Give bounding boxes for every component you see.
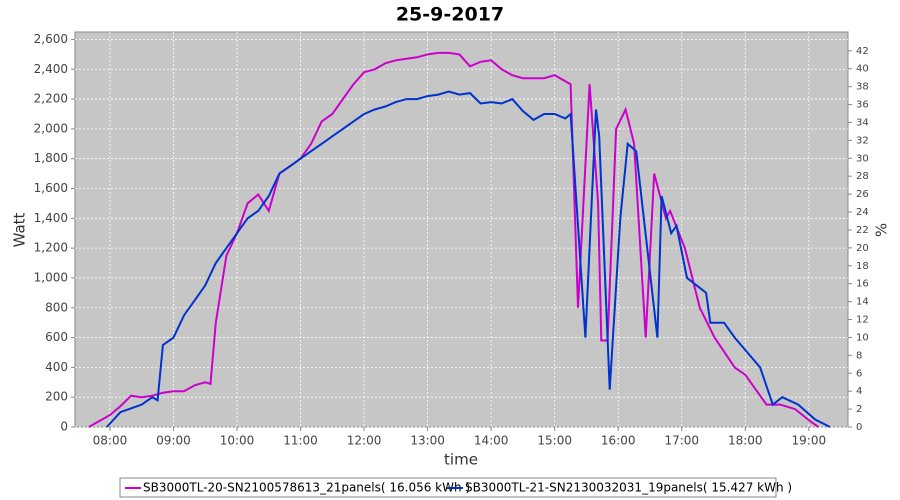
y-tick-label: 400	[45, 360, 68, 374]
y-tick-label: 1,800	[34, 151, 68, 165]
y2-tick-label: 36	[856, 100, 869, 111]
y2-tick-label: 42	[856, 46, 869, 57]
y2-tick-label: 18	[856, 261, 869, 272]
y-tick-label: 1,200	[34, 241, 68, 255]
x-tick-label: 13:00	[410, 434, 445, 448]
y2-tick-label: 20	[856, 243, 869, 254]
y2-tick-label: 16	[856, 279, 869, 290]
y2-tick-label: 30	[856, 153, 869, 164]
legend-label: SB3000TL-21-SN2130032031_19panels( 15.42…	[465, 481, 792, 495]
y-axis-title: Watt	[11, 212, 29, 247]
y2-tick-label: 12	[856, 315, 869, 326]
y2-tick-label: 10	[856, 332, 869, 343]
x-tick-label: 19:00	[792, 434, 827, 448]
y2-tick-label: 28	[856, 171, 869, 182]
y-tick-label: 1,600	[34, 181, 68, 195]
y2-tick-label: 4	[856, 386, 862, 397]
y2-axis-title: %	[873, 223, 891, 237]
y2-tick-label: 14	[856, 297, 869, 308]
legend-label: SB3000TL-20-SN2100578613_21panels( 16.05…	[143, 481, 470, 495]
chart-title: 25-9-2017	[396, 4, 504, 26]
x-tick-label: 14:00	[474, 434, 509, 448]
y-tick-label: 2,000	[34, 121, 68, 135]
x-tick-label: 10:00	[220, 434, 255, 448]
y-tick-label: 1,400	[34, 211, 68, 225]
y2-tick-label: 38	[856, 82, 869, 93]
y2-tick-label: 0	[856, 422, 862, 433]
x-tick-label: 17:00	[664, 434, 699, 448]
x-tick-label: 18:00	[728, 434, 763, 448]
y2-tick-label: 32	[856, 135, 869, 146]
x-tick-label: 11:00	[283, 434, 318, 448]
x-tick-label: 08:00	[93, 434, 128, 448]
y-tick-label: 1,000	[34, 270, 68, 284]
series-line	[106, 90, 831, 428]
y-tick-label: 2,400	[34, 62, 68, 76]
y-tick-label: 800	[45, 300, 68, 314]
y2-tick-label: 2	[856, 404, 862, 415]
x-axis-title: time	[444, 451, 478, 469]
x-tick-label: 12:00	[347, 434, 382, 448]
y-tick-label: 2,200	[34, 92, 68, 106]
x-tick-label: 15:00	[537, 434, 572, 448]
y2-tick-label: 40	[856, 64, 869, 75]
y-tick-label: 0	[60, 420, 68, 434]
y2-tick-label: 8	[856, 350, 862, 361]
x-tick-label: 16:00	[601, 434, 636, 448]
plot-area	[74, 31, 849, 428]
y-tick-label: 2,600	[34, 32, 68, 46]
y2-tick-label: 22	[856, 225, 869, 236]
y2-tick-label: 24	[856, 207, 869, 218]
x-tick-label: 09:00	[156, 434, 191, 448]
y2-tick-label: 34	[856, 117, 869, 128]
y-tick-label: 600	[45, 330, 68, 344]
y-tick-label: 200	[45, 390, 68, 404]
y2-tick-label: 26	[856, 189, 869, 200]
y2-tick-label: 6	[856, 368, 862, 379]
